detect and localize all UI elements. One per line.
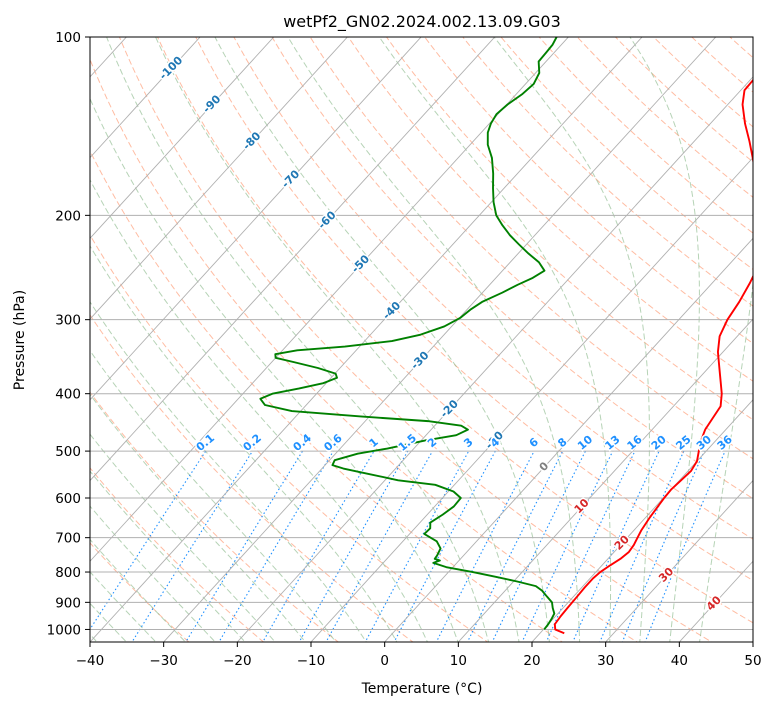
moist-adiabat-line <box>90 97 459 642</box>
y-tick-label: 800 <box>55 565 81 581</box>
x-tick-label: 30 <box>597 653 614 669</box>
x-tick-label: −30 <box>149 653 178 669</box>
moist-adiabat-line <box>90 244 398 642</box>
isotherm-line <box>384 237 753 642</box>
dry-adiabat-line <box>462 37 753 307</box>
dry-adiabat-line <box>271 37 753 500</box>
isotherm-line <box>236 76 753 642</box>
isotherm-line <box>310 156 753 642</box>
dry-adiabat-line <box>90 58 638 642</box>
x-tick-label: 10 <box>450 653 467 669</box>
isotherm-line <box>457 318 753 642</box>
isotherms <box>90 37 753 642</box>
dry-adiabat-line <box>157 37 753 624</box>
isotherm-line <box>90 37 643 642</box>
y-tick-label: 400 <box>55 387 81 403</box>
chart-title: wetPf2_GN02.2024.002.13.09.G03 <box>283 12 561 32</box>
x-tick-label: 50 <box>744 653 761 669</box>
temperature-profile-line <box>553 78 753 635</box>
moist-adiabat-line <box>214 37 550 642</box>
isotherm-line <box>531 399 753 642</box>
dry-adiabat-line <box>614 37 753 163</box>
x-tick-label: −40 <box>76 653 105 669</box>
y-tick-label: 100 <box>55 30 81 46</box>
dry-adiabat-line <box>233 37 753 540</box>
y-tick-label: 600 <box>55 491 81 507</box>
sounding-profiles <box>259 37 753 635</box>
dry-adiabat-line <box>385 37 753 382</box>
moist-adiabat-line <box>90 349 337 642</box>
dry-adiabat-line <box>195 37 753 582</box>
dry-adiabat-line <box>90 542 190 642</box>
moist-adiabat-line <box>90 300 367 642</box>
moist-adiabat-line <box>378 37 612 642</box>
moist-adiabat-line <box>699 280 753 642</box>
isotherm-line <box>605 479 753 642</box>
dry-adiabat-line <box>576 37 753 198</box>
isotherm-line <box>90 37 349 320</box>
x-axis-label: Temperature (°C) <box>361 681 483 697</box>
dry-adiabat-line <box>309 37 753 460</box>
dry-adiabat-line <box>90 314 414 642</box>
isotherm-line <box>163 37 717 642</box>
isotherm-line <box>90 37 275 240</box>
x-tick-label: 20 <box>523 653 540 669</box>
dry-adiabat-line <box>347 37 753 421</box>
moist-adiabat-line <box>287 37 581 642</box>
moist-adiabat-line <box>106 37 490 642</box>
y-tick-label: 900 <box>55 595 81 611</box>
dewpoint-profile-line <box>259 37 558 631</box>
y-axis-label: Pressure (hPa) <box>12 290 28 390</box>
x-tick-label: −20 <box>223 653 252 669</box>
plot-frame <box>89 36 754 643</box>
moist-adiabat-line <box>90 571 157 642</box>
moist-adiabat-line <box>90 178 428 642</box>
moist-adiabat-line <box>493 37 650 642</box>
y-tick-label: 700 <box>55 531 81 547</box>
x-tick-label: 40 <box>671 653 688 669</box>
y-tick-label: 300 <box>55 313 81 329</box>
x-axis-ticks: −40 −30 −20 −10 0 10 20 30 40 50 <box>76 642 762 669</box>
dry-adiabat-line <box>90 149 564 642</box>
isotherm-line <box>90 37 422 401</box>
isotherm-line <box>90 37 496 482</box>
isotherm-line <box>90 37 201 159</box>
x-tick-label: −10 <box>297 653 326 669</box>
moist-adiabat-line <box>155 37 520 642</box>
dry-adiabat-line <box>90 391 340 642</box>
moist-adiabat-line <box>629 37 700 642</box>
dry-adiabat-line <box>90 467 265 642</box>
y-tick-label: 500 <box>55 444 81 460</box>
y-tick-label: 1000 <box>47 622 81 638</box>
y-axis-ticks: 100 200 300 400 500 600 700 800 900 1000 <box>47 30 90 638</box>
moist-adiabats <box>90 37 753 642</box>
x-tick-label: 0 <box>380 653 389 669</box>
moist-adiabat-line <box>90 393 306 642</box>
isobars <box>90 37 753 630</box>
y-tick-label: 200 <box>55 208 81 224</box>
dry-adiabat-line <box>90 234 489 642</box>
dry-adiabat-line <box>424 37 753 344</box>
dry-adiabats <box>90 37 753 642</box>
